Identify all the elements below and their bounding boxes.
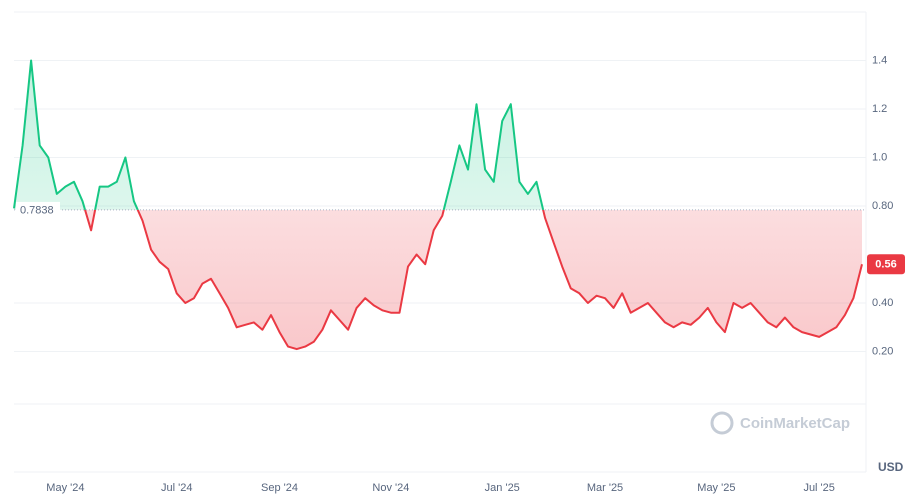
x-tick-label: Mar '25: [587, 482, 623, 494]
x-tick-label: Nov '24: [372, 482, 409, 494]
current-price-label: 0.56: [875, 259, 896, 271]
y-tick-label: 0.20: [872, 345, 893, 357]
x-tick-label: Jan '25: [485, 482, 520, 494]
current-price-badge: [867, 254, 905, 275]
y-tick-label: 1.0: [872, 151, 887, 163]
area-up: [14, 60, 862, 210]
x-tick-label: May '24: [46, 482, 84, 494]
x-tick-label: Jul '25: [803, 482, 834, 494]
baseline-label: 0.7838: [20, 204, 54, 216]
y-tick-label: 1.2: [872, 103, 887, 115]
y-tick-label: 0.40: [872, 297, 893, 309]
currency-label: USD: [878, 460, 904, 474]
x-tick-label: Jul '24: [161, 482, 192, 494]
price-line-down: [84, 209, 863, 351]
x-tick-label: Sep '24: [261, 482, 298, 494]
area-down: [85, 209, 862, 350]
x-tick-label: May '25: [697, 482, 735, 494]
baseline-label-bg: [16, 201, 60, 217]
watermark-logo: [710, 411, 734, 435]
price-line-up: [13, 59, 545, 210]
watermark-text: CoinMarketCap: [740, 415, 850, 432]
y-tick-label: 0.80: [872, 200, 893, 212]
watermark: CoinMarketCap: [710, 411, 850, 435]
y-tick-label: 1.4: [872, 54, 887, 66]
